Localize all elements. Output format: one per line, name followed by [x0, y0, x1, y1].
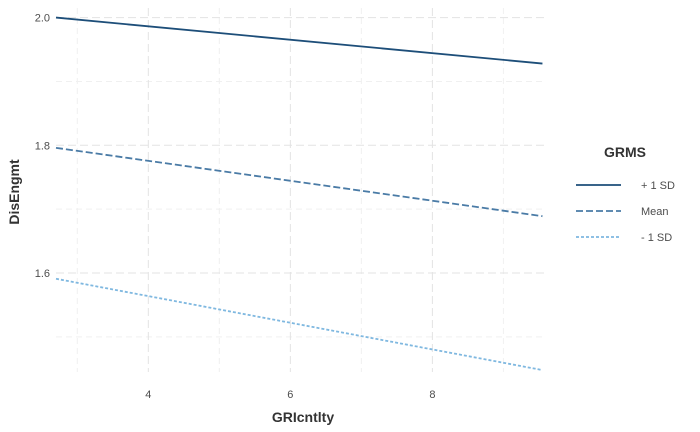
- y-tick-label: 1.6: [35, 268, 50, 280]
- legend-title: GRMS: [604, 144, 646, 160]
- x-axis-title: GRIcntlty: [272, 409, 334, 425]
- series-line-1: [55, 146, 543, 218]
- x-tick-label: 6: [287, 389, 293, 401]
- series-line-0: [55, 16, 543, 65]
- series-lines: [55, 16, 543, 371]
- legend-label-2: - 1 SD: [641, 232, 672, 244]
- legend: + 1 SD Mean - 1 SD: [576, 180, 675, 244]
- y-tick-label: 2.0: [35, 13, 50, 25]
- series-line-2: [55, 277, 543, 371]
- y-tick-label: 1.8: [35, 140, 50, 152]
- legend-label-0: + 1 SD: [641, 180, 675, 192]
- legend-label-1: Mean: [641, 206, 669, 218]
- x-tick-label: 4: [145, 389, 151, 401]
- x-axis-ticks: 4 6 8: [145, 389, 435, 401]
- x-tick-label: 8: [429, 389, 435, 401]
- y-axis-ticks: 1.6 1.8 2.0: [35, 13, 50, 280]
- y-axis-title: DisEngmt: [6, 159, 22, 225]
- grid-lines: [56, 8, 546, 372]
